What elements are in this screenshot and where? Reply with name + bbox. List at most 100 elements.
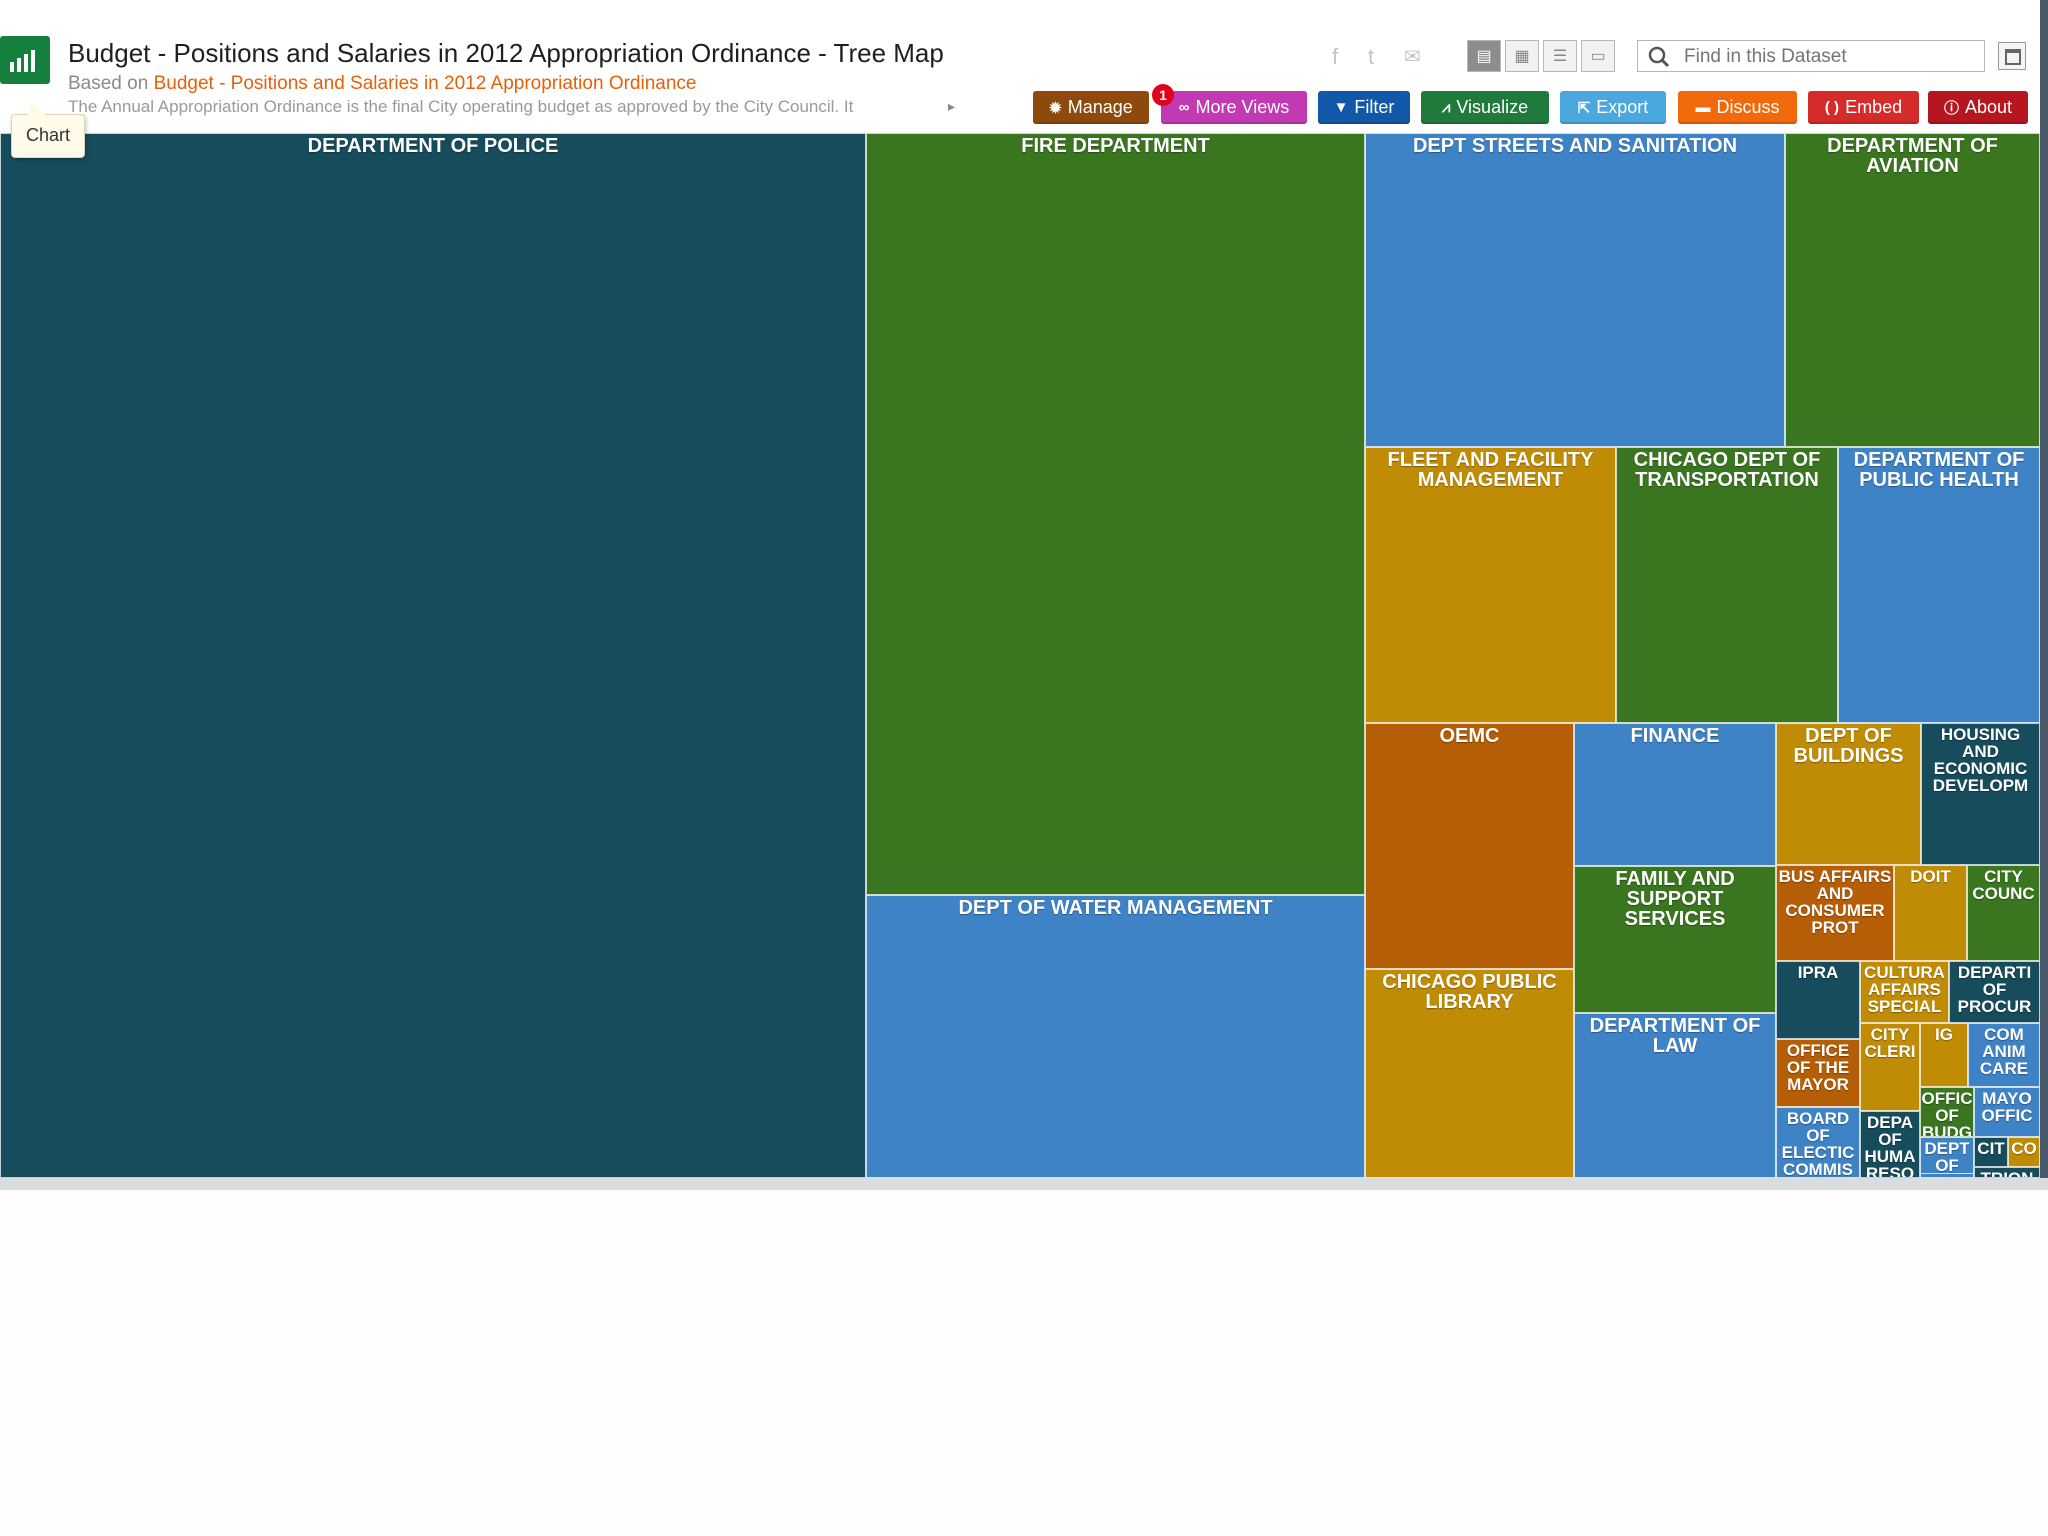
treemap-tile[interactable]: OEMC [1365, 723, 1574, 969]
treemap-tile[interactable]: DEPA OF HUMA RESO [1860, 1111, 1920, 1178]
based-on-line: Based on Budget - Positions and Salaries… [68, 73, 696, 95]
treemap-tile-label: HOUSING AND ECONOMIC DEVELOPM [1932, 725, 2029, 795]
treemap: DEPARTMENT OF POLICE FIRE DEPARTMENT DEPT … [0, 133, 2040, 1178]
treemap-tile-label: BOARD OF ELECTIC COMMIS [1781, 1109, 1855, 1178]
treemap-tile-label: DEPARTMENT OF AVIATION [1827, 135, 1998, 177]
treemap-tile[interactable]: DEPARTI OF PROCUR [1949, 961, 2040, 1023]
filter-button[interactable]: ▼ Filter [1318, 91, 1410, 124]
gear-icon: ✹ [1049, 99, 1062, 117]
based-on-dataset-link[interactable]: Budget - Positions and Salaries in 2012 … [153, 73, 697, 94]
treemap-tile-label: DEPARTI OF PROCUR [1957, 963, 2032, 1016]
email-icon[interactable]: ✉ [1404, 46, 1421, 68]
treemap-tile[interactable]: COM ANIM CARE [1968, 1023, 2040, 1087]
manage-button[interactable]: ✹ Manage [1033, 91, 1149, 124]
treemap-tile-label: CO [2011, 1139, 2037, 1158]
export-label: Export [1596, 97, 1649, 117]
treemap-tile-label: DEPT OF BUILDINGS [1793, 725, 1904, 767]
visualize-label: Visualize [1456, 97, 1529, 117]
facebook-icon[interactable]: f [1332, 44, 1339, 69]
treemap-tile-label: CULTURA AFFAIRS SPECIAL [1864, 963, 1945, 1016]
treemap-tile[interactable]: DEPT OF BUILDINGS [1776, 723, 1921, 865]
treemap-tile[interactable]: CITY COUNC [1967, 865, 2040, 961]
treemap-tile[interactable]: CHICAGO DEPT OF TRANSPORTATION [1616, 447, 1838, 723]
list-view-type-icon[interactable]: ☰ [1543, 40, 1577, 72]
discuss-label: Discuss [1716, 97, 1780, 117]
binoculars-icon: ∞ [1178, 99, 1190, 116]
embed-button[interactable]: ( ) Embed [1808, 91, 1919, 124]
treemap-tile[interactable]: IPRA [1776, 961, 1860, 1039]
treemap-tile[interactable]: FAMILY AND SUPPORT SERVICES [1574, 866, 1776, 1013]
treemap-tile-label: CHICAGO DEPT OF TRANSPORTATION [1633, 449, 1821, 491]
treemap-tile[interactable]: CHICAGO PUBLIC LIBRARY [1365, 969, 1574, 1178]
treemap-tile[interactable]: TRION [1974, 1167, 2040, 1178]
page-view-type-icon[interactable]: ▭ [1581, 40, 1615, 72]
treemap-tile-label: BUS AFFAIRS AND CONSUMER PROT [1778, 867, 1892, 937]
window-edge [2040, 0, 2048, 1190]
filter-label: Filter [1354, 97, 1395, 117]
search-icon [1648, 46, 1670, 68]
treemap-tile[interactable]: DOIT [1894, 865, 1967, 961]
dataset-header: Budget - Positions and Salaries in 2012 … [0, 0, 2048, 133]
treemap-tile[interactable]: DEPT STREETS AND SANITATION [1365, 133, 1785, 447]
treemap-tile-label: DEPA OF HUMA RESO [1864, 1113, 1916, 1178]
treemap-tile[interactable]: CITY CLERI [1860, 1023, 1920, 1111]
chart-view-type-icon[interactable]: ▤ [1467, 40, 1501, 72]
more-views-badge: 1 [1152, 84, 1174, 106]
treemap-tile-label: DEPT OF WATER MANAGEMENT [958, 897, 1273, 919]
treemap-tile-label: FINANCE [1630, 725, 1720, 747]
horizontal-scrollbar[interactable] [0, 1178, 2048, 1190]
treemap-tile[interactable]: FIRE DEPARTMENT [866, 133, 1365, 895]
twitter-icon[interactable]: t [1368, 44, 1375, 69]
treemap-tile-label: FAMILY AND SUPPORT SERVICES [1615, 868, 1735, 930]
treemap-tile[interactable]: DEPT OF [1920, 1137, 1974, 1178]
search-box[interactable] [1637, 40, 1985, 72]
treemap-tile[interactable]: CIT [1974, 1137, 2008, 1167]
treemap-tile[interactable]: BUS AFFAIRS AND CONSUMER PROT [1776, 865, 1894, 961]
table-view-type-icon[interactable]: ▦ [1505, 40, 1539, 72]
treemap-tile-label: DEPT OF [1924, 1139, 1970, 1175]
funnel-icon: ▼ [1333, 99, 1349, 116]
speech-bubble-icon: ▬ [1695, 99, 1711, 116]
about-button[interactable]: ⓘ About [1928, 91, 2028, 124]
treemap-tile[interactable]: DEPT OF WATER MANAGEMENT [866, 895, 1365, 1178]
treemap-tile-label: OFFIC OF BUDG [1921, 1089, 1973, 1137]
treemap-tile[interactable]: FINANCE [1574, 723, 1776, 866]
treemap-tile[interactable]: FLEET AND FACILITY MANAGEMENT [1365, 447, 1616, 723]
search-input[interactable] [1682, 45, 1976, 69]
treemap-tile-label: CITY COUNC [1972, 867, 2035, 903]
visualize-button[interactable]: ⩘ Visualize [1421, 91, 1549, 124]
treemap-tile[interactable]: BOARD OF ELECTIC COMMIS [1776, 1107, 1860, 1178]
discuss-button[interactable]: ▬ Discuss [1678, 91, 1797, 124]
chart-line-icon: ⩘ [1441, 99, 1451, 116]
popout-icon[interactable] [1998, 42, 2026, 70]
treemap-tile[interactable]: BOARD [1920, 1173, 1974, 1178]
expand-description-icon[interactable]: ▸ [948, 98, 956, 114]
info-icon: ⓘ [1943, 100, 1959, 117]
chart-view-icon[interactable] [0, 36, 50, 84]
treemap-tile-label: OEMC [1439, 725, 1500, 747]
treemap-tile-label: MAYO OFFIC [1981, 1089, 2033, 1125]
export-button[interactable]: ⇱ Export [1560, 91, 1666, 124]
export-icon: ⇱ [1577, 99, 1591, 117]
treemap-tile[interactable]: CULTURA AFFAIRS SPECIAL [1860, 961, 1949, 1023]
treemap-tile[interactable]: DEPARTMENT OF LAW [1574, 1013, 1776, 1178]
treemap-tile[interactable]: OFFICE OF THE MAYOR [1776, 1039, 1860, 1107]
treemap-tile[interactable]: CO [2008, 1137, 2040, 1167]
treemap-tile-label: FLEET AND FACILITY MANAGEMENT [1387, 449, 1594, 491]
more-views-button[interactable]: ∞ More Views [1161, 91, 1307, 124]
dataset-description: The Annual Appropriation Ordinance is th… [68, 97, 854, 116]
treemap-tile[interactable]: MAYO OFFIC [1974, 1087, 2040, 1137]
manage-label: Manage [1067, 97, 1133, 117]
treemap-tile[interactable]: IG [1920, 1023, 1968, 1087]
treemap-tile-label: TRION [1975, 1168, 2039, 1177]
treemap-tile[interactable]: DEPARTMENT OF POLICE [0, 133, 866, 1178]
treemap-tile[interactable]: DEPARTMENT OF AVIATION [1785, 133, 2040, 447]
treemap-tile-label: CITY CLERI [1864, 1025, 1916, 1061]
treemap-tile[interactable]: OFFIC OF BUDG [1920, 1087, 1974, 1137]
treemap-tile[interactable]: DEPARTMENT OF PUBLIC HEALTH [1838, 447, 2040, 723]
embed-label: Embed [1845, 97, 1903, 117]
treemap-tile-label: DEPARTMENT OF PUBLIC HEALTH [1853, 449, 2025, 491]
treemap-tile-label: DEPT STREETS AND SANITATION [1412, 135, 1738, 157]
treemap-tile[interactable]: HOUSING AND ECONOMIC DEVELOPM [1921, 723, 2040, 865]
treemap-tile-label: BOARD [1921, 1174, 1973, 1177]
